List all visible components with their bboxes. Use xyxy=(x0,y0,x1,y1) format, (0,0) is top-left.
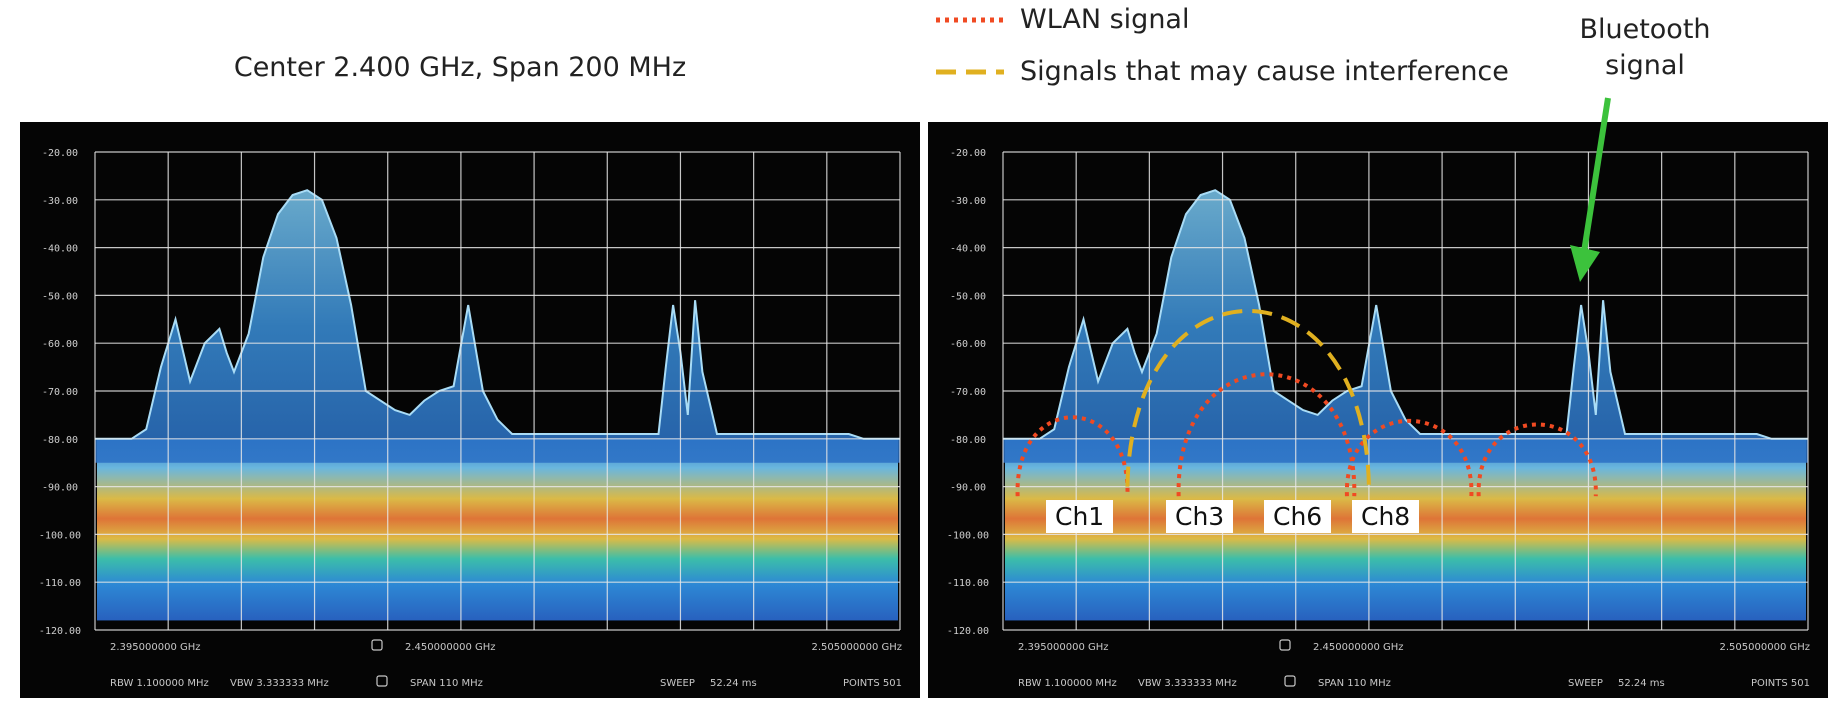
spectrum-screen: -20.00 -30.00 -40.00 -50.00 -60.00 -70.00 -80.… xyxy=(928,122,1828,698)
freq-center-readout: 2.450000000 GHz xyxy=(1313,642,1404,653)
rbw-readout: RBW 1.100000 MHz xyxy=(1018,678,1117,689)
sweep-time-readout: 52.24 ms xyxy=(710,678,757,689)
y-tick-label: -40.00 xyxy=(950,244,986,255)
spectrum-panel-original: -20.00 -30.00 -40.00 -50.00 -60.00 -70.00 -80.… xyxy=(20,122,920,698)
bluetooth-label-line-2: signal xyxy=(1605,50,1685,81)
y-tick-label: -100.00 xyxy=(39,530,81,541)
lock-icon xyxy=(1279,639,1291,651)
y-tick-label: -20.00 xyxy=(950,148,986,159)
channel-label-ch6: Ch6 xyxy=(1264,500,1332,533)
vbw-readout: VBW 3.333333 MHz xyxy=(230,678,329,689)
rbw-readout: RBW 1.100000 MHz xyxy=(110,678,209,689)
wlan-channel-outline xyxy=(1344,419,1474,497)
y-tick-label: -90.00 xyxy=(42,483,78,494)
legend-wlan-label: WLAN signal xyxy=(1020,4,1190,35)
channel-label-ch3: Ch3 xyxy=(1166,500,1234,533)
bluetooth-label: Bluetooth signal xyxy=(1545,12,1745,84)
bluetooth-label-line-1: Bluetooth xyxy=(1579,14,1711,45)
legend-wlan: WLAN signal xyxy=(934,4,1189,35)
y-tick-label: -20.00 xyxy=(42,148,78,159)
lock-icon xyxy=(376,675,388,687)
sweep-time-readout: 52.24 ms xyxy=(1618,678,1665,689)
channel-label-ch8: Ch8 xyxy=(1352,500,1420,533)
channel-label-ch1: Ch1 xyxy=(1046,500,1114,533)
y-tick-label: -40.00 xyxy=(42,244,78,255)
signal-area xyxy=(1003,190,1808,463)
freq-start-readout: 2.395000000 GHz xyxy=(1018,642,1109,653)
vbw-readout: VBW 3.333333 MHz xyxy=(1138,678,1237,689)
y-tick-label: -30.00 xyxy=(950,196,986,207)
freq-center-readout: 2.450000000 GHz xyxy=(405,642,496,653)
y-tick-label: -70.00 xyxy=(42,387,78,398)
y-tick-label: -60.00 xyxy=(42,339,78,350)
y-tick-label: -110.00 xyxy=(39,578,81,589)
y-tick-label: -50.00 xyxy=(42,291,78,302)
y-tick-label: -120.00 xyxy=(39,626,81,637)
lock-icon xyxy=(371,639,383,651)
spectrum-trace xyxy=(95,189,900,440)
spectrum-screen: -20.00 -30.00 -40.00 -50.00 -60.00 -70.00 -80.… xyxy=(20,122,920,698)
spectrum-panel-annotated: -20.00 -30.00 -40.00 -50.00 -60.00 -70.00 -80.… xyxy=(928,122,1828,698)
y-tick-label: -70.00 xyxy=(950,387,986,398)
freq-stop-readout: 2.505000000 GHz xyxy=(812,642,903,653)
lock-icon xyxy=(1284,675,1296,687)
freq-start-readout: 2.395000000 GHz xyxy=(110,642,201,653)
noise-floor-band xyxy=(97,438,898,621)
points-readout: POINTS 501 xyxy=(1751,678,1810,689)
y-tick-label: -110.00 xyxy=(947,578,989,589)
y-tick-label: -80.00 xyxy=(42,435,78,446)
dotted-line-swatch xyxy=(936,17,1004,22)
legend-interference-label: Signals that may cause interference xyxy=(1020,56,1509,87)
y-tick-label: -100.00 xyxy=(947,530,989,541)
points-readout: POINTS 501 xyxy=(843,678,902,689)
sweep-readout: SWEEP xyxy=(660,678,695,689)
sweep-readout: SWEEP xyxy=(1568,678,1603,689)
figure-caption: Center 2.400 GHz, Span 200 MHz xyxy=(233,52,687,83)
y-tick-label: -50.00 xyxy=(950,291,986,302)
y-tick-label: -120.00 xyxy=(947,626,989,637)
y-tick-label: -80.00 xyxy=(950,435,986,446)
span-readout: SPAN 110 MHz xyxy=(410,678,483,689)
spectrum-trace xyxy=(1003,189,1808,440)
span-readout: SPAN 110 MHz xyxy=(1318,678,1391,689)
y-tick-label: -60.00 xyxy=(950,339,986,350)
y-tick-label: -90.00 xyxy=(950,483,986,494)
freq-stop-readout: 2.505000000 GHz xyxy=(1720,642,1811,653)
dashed-line-swatch xyxy=(936,69,1004,74)
y-tick-label: -30.00 xyxy=(42,196,78,207)
signal-area xyxy=(95,190,900,463)
legend-interference: Signals that may cause interference xyxy=(934,56,1509,87)
wlan-channel-outline xyxy=(1015,415,1130,497)
